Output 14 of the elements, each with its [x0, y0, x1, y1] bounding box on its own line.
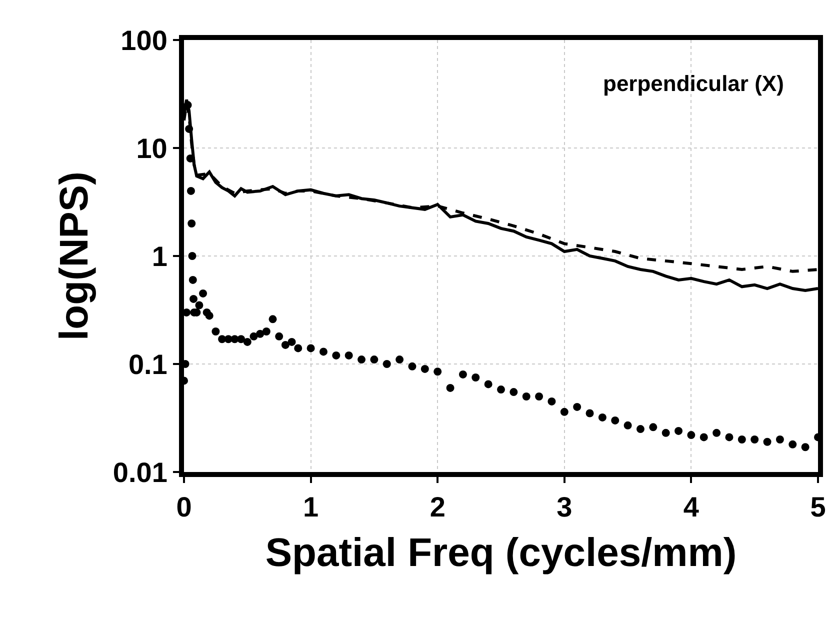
y-axis-title: log(NPS) [52, 172, 96, 340]
y-tick-label: 10 [136, 132, 168, 164]
y-tick-label: 100 [120, 24, 168, 56]
x-tick-label: 5 [810, 492, 826, 523]
x-axis-title: Spatial Freq (cycles/mm) [265, 531, 737, 576]
y-tick-label: 0.1 [128, 348, 168, 380]
x-tick-label: 3 [556, 492, 572, 523]
x-tick-label: 2 [430, 492, 446, 523]
y-tick-label: 1 [152, 240, 168, 272]
x-tick-label: 4 [683, 492, 700, 523]
x-tick-label: 1 [303, 492, 319, 523]
annotation: perpendicular (X) [603, 71, 784, 96]
x-tick-label: 0 [176, 492, 192, 523]
y-tick-label: 0.01 [112, 456, 168, 488]
